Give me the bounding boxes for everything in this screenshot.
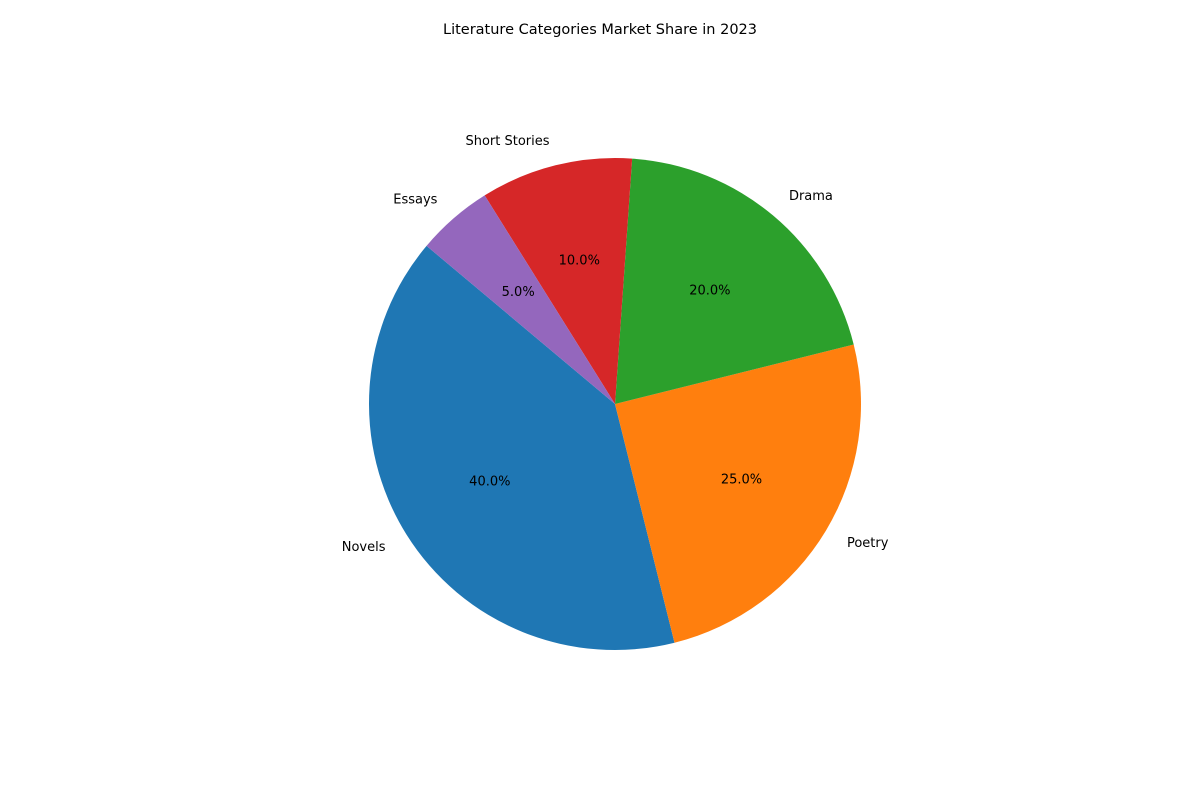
pie-slice-essays [426, 195, 615, 404]
chart-title: Literature Categories Market Share in 20… [442, 22, 757, 38]
slice-label-short-stories: Short Stories [465, 134, 549, 149]
percent-label-essays: 5.0% [502, 285, 535, 300]
percent-label-novels: 40.0% [469, 475, 510, 490]
slice-label-drama: Drama [789, 189, 833, 204]
pie-slices [368, 158, 861, 650]
percent-label-short-stories: 10.0% [559, 253, 600, 268]
slice-label-poetry: Poetry [847, 536, 889, 551]
pie-slice-drama [615, 158, 854, 404]
percent-label-drama: 20.0% [689, 283, 730, 298]
pie-slice-novels [368, 245, 675, 650]
percent-label-poetry: 25.0% [721, 473, 762, 488]
pie-slice-poetry [615, 344, 861, 643]
pie-slice-short-stories [484, 158, 633, 404]
pie-labels: Novels 40.0% Poetry 25.0% Drama 20.0% Short St… [342, 134, 889, 555]
slice-label-essays: Essays [393, 192, 437, 207]
slice-label-novels: Novels [342, 540, 386, 555]
